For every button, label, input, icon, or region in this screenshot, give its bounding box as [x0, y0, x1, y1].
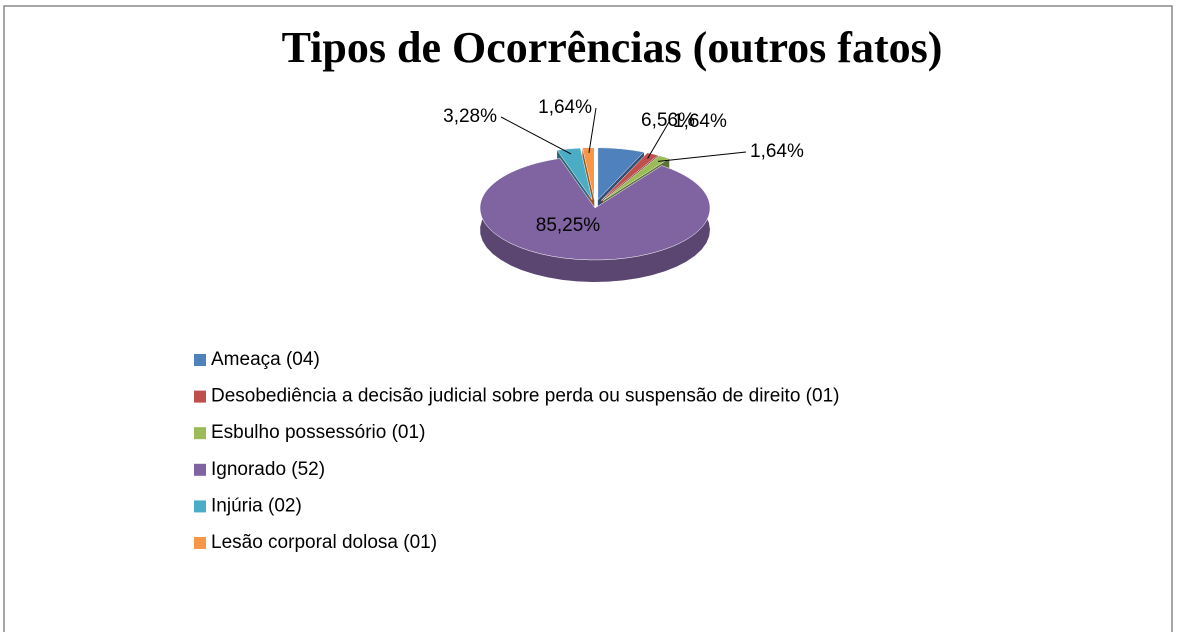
legend-swatch — [194, 500, 206, 513]
chart-border — [3, 5, 1173, 632]
legend-swatch — [194, 390, 206, 403]
leader-line — [647, 121, 670, 159]
legend-swatch — [194, 354, 206, 366]
leader-line — [588, 107, 597, 153]
legend-label: Lesão corporal dolosa (01) — [211, 532, 437, 553]
pie-slice — [479, 158, 711, 261]
legend-label: Ameaça (04) — [211, 349, 320, 370]
leader-line — [658, 151, 747, 162]
pie-slice — [597, 147, 645, 201]
legend-label: Injúria (02) — [211, 495, 302, 516]
data-label: 1,64% — [750, 141, 804, 162]
leader-line — [500, 116, 572, 155]
pie-slice — [582, 147, 595, 200]
data-label: 1,64% — [673, 111, 727, 132]
pie-slice — [556, 147, 593, 200]
legend-label: Esbulho possessório (01) — [211, 422, 425, 443]
data-label: 3,28% — [443, 106, 497, 127]
pie-slice — [601, 152, 659, 201]
data-label: 6,56% — [641, 110, 695, 131]
legend-label: Desobediência a decisão judicial sobre p… — [211, 386, 839, 407]
legend-swatch — [194, 463, 206, 476]
chart-title: Tipos de Ocorrências (outros fatos) — [282, 23, 943, 72]
legend-swatch — [194, 537, 206, 549]
legend-label: Ignorado (52) — [211, 459, 325, 480]
legend-swatch — [194, 427, 206, 440]
pie-slice — [602, 155, 670, 202]
data-label: 85,25% — [536, 215, 601, 236]
data-label: 1,64% — [538, 97, 592, 118]
